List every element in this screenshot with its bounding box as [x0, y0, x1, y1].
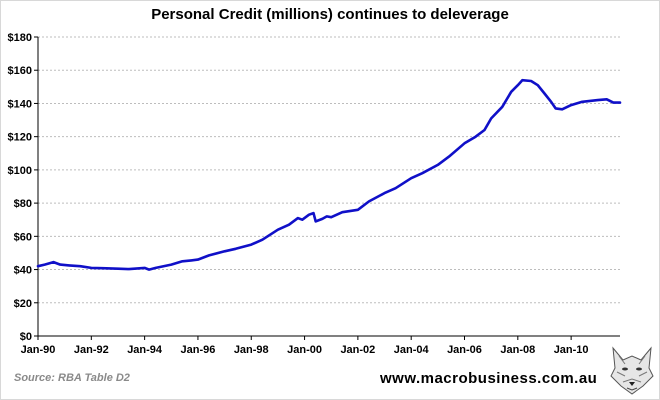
x-tick-label: Jan-00	[287, 344, 322, 356]
y-tick-label: $0	[20, 331, 32, 343]
series-line	[36, 78, 622, 271]
y-tick-label: $20	[14, 298, 32, 310]
y-tick-label: $40	[14, 265, 32, 277]
y-tick-label: $80	[14, 198, 32, 210]
x-tick-label: Jan-08	[500, 344, 535, 356]
x-tick-label: Jan-90	[21, 344, 56, 356]
y-tick-label: $60	[14, 231, 32, 243]
x-tick-label: Jan-06	[447, 344, 482, 356]
source-note: Source: RBA Table D2	[14, 372, 130, 384]
series-layer	[36, 78, 622, 271]
x-tick-label: Jan-98	[234, 344, 269, 356]
y-tick-labels: $0 $20 $40 $60 $80 $100 $120 $140 $160 $180	[8, 32, 32, 343]
axes	[34, 36, 620, 340]
site-url[interactable]: www.macrobusiness.com.au	[380, 370, 598, 387]
y-tick-label: $180	[8, 32, 32, 44]
x-tick-label: Jan-02	[340, 344, 375, 356]
y-tick-label: $100	[8, 165, 32, 177]
wolf-logo-icon	[610, 346, 654, 395]
x-tick-label: Jan-10	[554, 344, 589, 356]
x-tick-label: Jan-92	[74, 344, 109, 356]
gridlines	[38, 36, 620, 304]
x-tick-label: Jan-04	[394, 344, 430, 356]
y-tick-label: $140	[8, 98, 32, 110]
x-tick-labels: Jan-90 Jan-92 Jan-94 Jan-96 Jan-98 Jan-00 Jan-…	[21, 344, 589, 356]
x-tick-label: Jan-94	[127, 344, 163, 356]
y-tick-label: $160	[8, 65, 32, 77]
x-tick-label: Jan-96	[181, 344, 216, 356]
chart-title: Personal Credit (millions) continues to …	[151, 6, 509, 23]
y-tick-label: $120	[8, 132, 32, 144]
